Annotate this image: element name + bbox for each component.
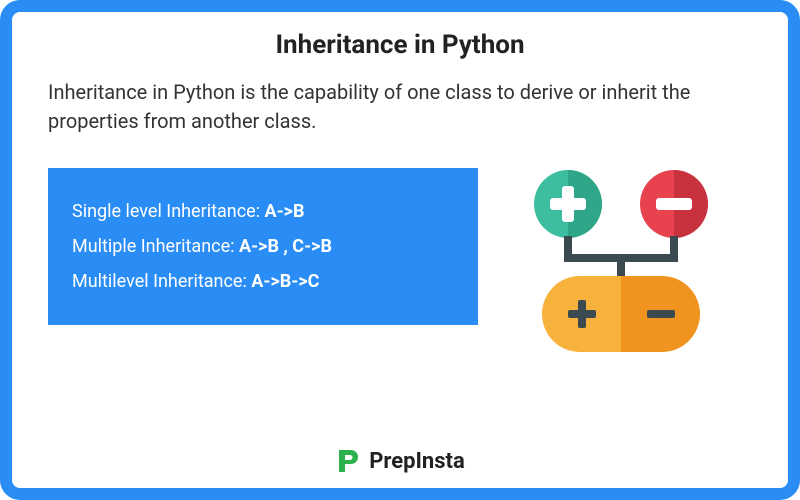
type-value: A->B , C->B: [239, 236, 332, 257]
combined-pill-node: [542, 276, 700, 352]
type-label: Single level Inheritance:: [72, 201, 264, 222]
pill-left: [542, 276, 621, 352]
description-text: Inheritance in Python is the capability …: [48, 78, 752, 136]
pill-right: [621, 276, 700, 352]
content-row: Single level Inheritance: A->B Multiple …: [48, 168, 752, 358]
list-item: Single level Inheritance: A->B: [72, 198, 454, 225]
list-item: Multilevel Inheritance: A->B->C: [72, 268, 454, 295]
type-label: Multiple Inheritance:: [72, 236, 239, 257]
plus-icon: [562, 294, 602, 334]
page-title: Inheritance in Python: [48, 30, 752, 60]
type-label: Multilevel Inheritance:: [72, 271, 251, 292]
type-value: A->B->C: [251, 271, 319, 292]
inheritance-diagram: [502, 168, 742, 358]
minus-circle-icon: [638, 168, 710, 240]
brand-name: PrepInsta: [369, 449, 465, 474]
brand-logo-icon: [335, 448, 361, 474]
inheritance-types-box: Single level Inheritance: A->B Multiple …: [48, 168, 478, 325]
brand-row: PrepInsta: [12, 448, 788, 474]
plus-node: [532, 168, 604, 240]
type-value: A->B: [264, 201, 304, 222]
list-item: Multiple Inheritance: A->B , C->B: [72, 233, 454, 260]
plus-circle-icon: [532, 168, 604, 240]
minus-icon: [641, 294, 681, 334]
minus-node: [638, 168, 710, 240]
card-frame: Inheritance in Python Inheritance in Pyt…: [0, 0, 800, 500]
